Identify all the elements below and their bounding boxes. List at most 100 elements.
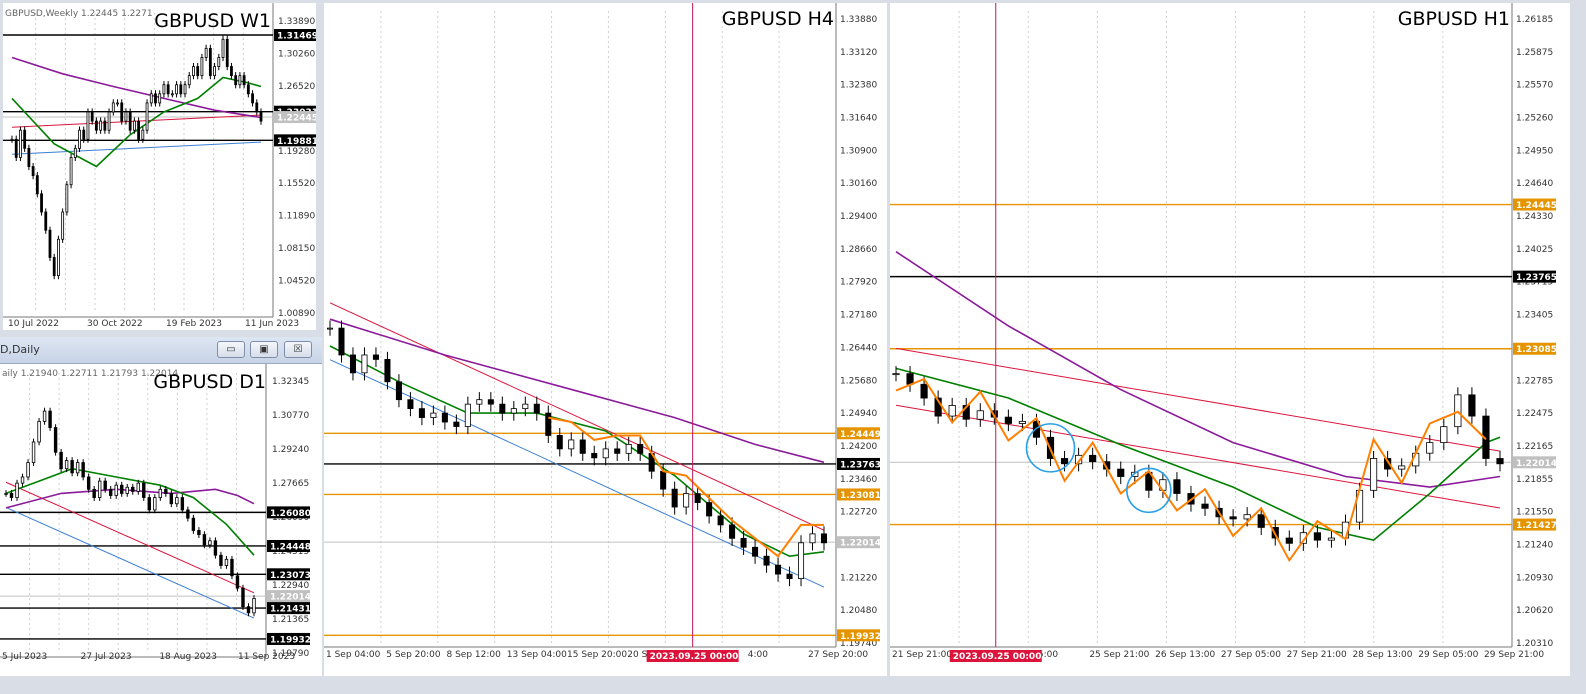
candle-body <box>186 509 190 519</box>
candle-body <box>625 444 632 454</box>
candle-body <box>90 111 94 122</box>
price-tick-label: 1.29240 <box>272 445 309 455</box>
price-tick-label: 1.22940 <box>272 581 309 591</box>
candle-body <box>158 488 163 498</box>
price-tick-label: 1.20480 <box>840 606 877 616</box>
candle-body <box>73 147 77 158</box>
candle-body <box>614 448 621 454</box>
candle-body <box>154 93 157 104</box>
time-tick-label: 29 Sep 21:00 <box>1484 650 1544 660</box>
time-tick-label: 30 Oct 2022 <box>87 319 143 329</box>
candle-body <box>196 66 200 77</box>
candle-body <box>522 403 529 410</box>
candle-body <box>430 412 437 418</box>
candle-body <box>69 157 73 186</box>
price-tick-label: 1.24950 <box>1516 146 1553 156</box>
chart-window-w1[interactable]: 1.338901.302601.265201.229101.192801.155… <box>3 3 316 330</box>
trend-line <box>11 114 262 128</box>
price-level-label: 1.23073 <box>270 571 311 581</box>
candle-body <box>1229 516 1237 520</box>
price-level-label: 1.22014 <box>270 593 311 603</box>
price-tick-label: 1.19790 <box>272 649 309 659</box>
candle-body <box>1370 458 1378 491</box>
price-tick-label: 1.00890 <box>278 309 315 319</box>
price-level-label: 1.19932 <box>840 632 881 642</box>
candle-body <box>568 439 575 450</box>
time-tick-label: 27 Sep 20:00 <box>808 650 868 660</box>
candle-body <box>213 540 218 556</box>
price-tick-label: 1.21855 <box>1516 475 1553 485</box>
candle-body <box>170 93 174 96</box>
price-level-tag <box>837 488 880 501</box>
chart-window-d1[interactable]: 1.323451.307701.292401.276651.260901.245… <box>0 363 322 676</box>
close-button[interactable]: ☒ <box>284 341 312 358</box>
window-titlebar-d1[interactable]: D,Daily ▭ ▣ ☒ <box>0 337 322 364</box>
price-tick-label: 1.30770 <box>272 411 309 421</box>
chart-title: GBPUSD D1 <box>153 371 266 393</box>
candle-body <box>579 439 586 454</box>
candle-body <box>948 405 956 417</box>
candle-body <box>660 470 667 490</box>
trend-line <box>5 481 255 594</box>
chart-title: GBPUSD H4 <box>722 8 834 30</box>
candle-body <box>224 558 229 566</box>
candle-body <box>57 238 60 277</box>
time-tick-label: 27 Sep 05:00 <box>1221 650 1281 660</box>
candle-body <box>26 462 30 478</box>
candle-body <box>23 129 27 149</box>
candle-body <box>920 383 928 399</box>
candle-body <box>179 84 183 95</box>
candle-body <box>786 573 793 579</box>
candle-body <box>109 488 113 496</box>
price-level-label: 1.22445 <box>277 114 316 124</box>
minimize-button[interactable]: ▭ <box>217 341 245 358</box>
price-tick-label: 1.15520 <box>278 179 315 189</box>
price-tick-label: 1.33880 <box>840 15 877 25</box>
moving-average-fast <box>329 345 825 558</box>
candle-body <box>1201 503 1209 509</box>
price-tick-label: 1.25260 <box>1516 114 1553 124</box>
candle-body <box>591 452 598 459</box>
candle-body <box>213 66 216 77</box>
chart-window-h4[interactable]: 1.33880 1.33120 1.32380 1.31640 1.30900 1.301… <box>324 3 887 676</box>
candle-body <box>230 66 233 77</box>
candle-body <box>20 476 25 484</box>
price-level-tag <box>1513 198 1556 211</box>
candle-body <box>820 533 828 544</box>
candle-body <box>809 533 816 544</box>
candle-body <box>225 38 229 67</box>
candle-body <box>338 327 345 356</box>
restore-button[interactable]: ▣ <box>250 341 278 358</box>
candle-body <box>44 211 48 231</box>
candle-body <box>125 486 129 494</box>
candle-body <box>59 451 63 470</box>
price-tick-label: 1.33120 <box>840 48 877 58</box>
time-tick-label: 4:00 <box>748 650 768 660</box>
candle-body <box>418 408 425 418</box>
candle-body <box>204 47 208 58</box>
candle-body <box>124 111 128 122</box>
candle-body <box>556 435 563 450</box>
price-level-label: 1.23081 <box>840 491 881 501</box>
candle-body <box>235 575 240 589</box>
price-level-tag <box>274 111 316 124</box>
candle-body <box>48 229 52 258</box>
price-tick-label: 1.22720 <box>840 508 877 518</box>
price-tick-label: 1.20310 <box>1516 639 1553 649</box>
moving-average-slow <box>329 318 825 464</box>
candle-body <box>175 497 179 505</box>
candle-body <box>1173 479 1181 494</box>
candle-body <box>1243 514 1251 520</box>
price-tick-label: 1.19280 <box>278 147 315 157</box>
candle-body <box>234 75 238 86</box>
candle-body <box>42 410 47 422</box>
price-tick-label: 1.24640 <box>1516 179 1553 189</box>
candle-body <box>158 93 162 104</box>
candle-body <box>1299 532 1307 544</box>
candle-body <box>1384 458 1392 470</box>
time-tick-label: 25 Sep 21:00 <box>1089 650 1149 660</box>
candle-body <box>1468 394 1476 417</box>
chart-window-h1[interactable]: 1.26185 1.25875 1.25570 1.25260 1.24950 1.246… <box>890 3 1570 676</box>
zigzag-line <box>548 416 824 558</box>
candle-body <box>82 129 86 140</box>
